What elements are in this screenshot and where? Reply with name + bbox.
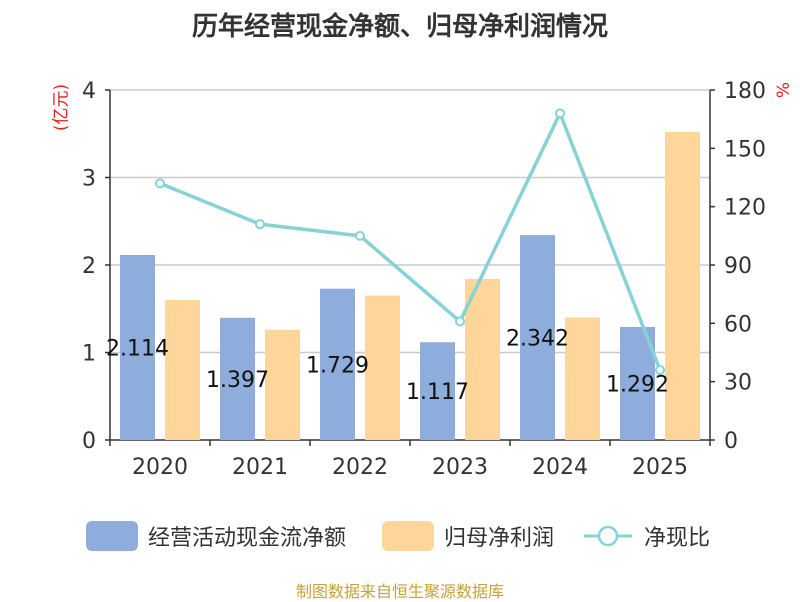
bar-netprofit <box>565 317 600 440</box>
legend-label-ratio: 净现比 <box>644 526 711 551</box>
y-right-tick-label: 90 <box>724 254 752 279</box>
bar-cashflow <box>420 342 455 440</box>
line-point-ratio <box>355 230 365 241</box>
chart-title: 历年经营现金净额、归母净利润情况 <box>191 12 608 42</box>
bar-netprofit <box>465 279 500 440</box>
legend-item-netprofit[interactable]: 归母净利润 <box>382 518 554 554</box>
data-label-cashflow: 1.397 <box>206 368 269 393</box>
bar-netprofit <box>665 132 700 440</box>
line-point-ratio <box>255 219 265 230</box>
data-label-cashflow: 2.342 <box>506 327 569 352</box>
x-tick-label: 2024 <box>532 455 588 480</box>
bar-netprofit <box>365 295 400 440</box>
y-left-tick-label: 0 <box>82 429 96 454</box>
y-left-tick-label: 4 <box>82 79 96 104</box>
line-point-ratio <box>155 178 165 189</box>
bar-cashflow <box>520 235 555 440</box>
bar-cashflow <box>320 288 355 440</box>
legend-item-cashflow[interactable]: 经营活动现金流净额 <box>86 518 346 554</box>
legend-swatch-netprofit <box>382 521 434 551</box>
bar-netprofit <box>165 300 200 440</box>
legend: 经营活动现金流净额 归母净利润 净现比 <box>0 518 800 554</box>
legend-label-netprofit: 归母净利润 <box>444 526 555 551</box>
bar-netprofit <box>265 329 300 440</box>
x-tick-label: 2025 <box>632 455 688 480</box>
bar-cashflow <box>220 317 255 440</box>
x-tick-label: 2021 <box>232 455 288 480</box>
x-tick-label: 2022 <box>332 455 388 480</box>
legend-swatch-cashflow <box>86 521 138 551</box>
legend-label-cashflow: 经营活动现金流净额 <box>148 526 347 551</box>
x-tick-label: 2023 <box>432 455 488 480</box>
line-point-ratio <box>655 365 665 375</box>
data-label-cashflow: 1.117 <box>406 380 469 405</box>
y-left-tick-label: 2 <box>82 254 96 279</box>
y-right-tick-label: 30 <box>724 371 752 396</box>
y-right-tick-label: 120 <box>724 196 766 221</box>
y-right-tick-label: 60 <box>724 312 752 337</box>
x-tick-label: 2020 <box>132 455 188 480</box>
line-point-ratio <box>555 108 565 119</box>
legend-line-marker <box>584 525 632 547</box>
data-label-cashflow: 2.114 <box>106 337 169 362</box>
bar-cashflow <box>120 255 155 440</box>
line-point-ratio <box>455 316 465 327</box>
y-right-tick-label: 150 <box>724 137 766 162</box>
series-line-ratio <box>159 108 662 371</box>
legend-item-ratio[interactable]: 净现比 <box>582 518 710 554</box>
y-right-tick-label: 180 <box>724 79 766 104</box>
y-left-tick-label: 1 <box>82 342 96 367</box>
data-label-cashflow: 1.292 <box>606 372 669 397</box>
source-note: 制图数据来自恒生聚源数据库 <box>295 582 504 601</box>
y-left-tick-label: 3 <box>82 167 96 192</box>
y-right-tick-label: 0 <box>724 429 738 454</box>
data-label-cashflow: 1.729 <box>306 353 369 378</box>
